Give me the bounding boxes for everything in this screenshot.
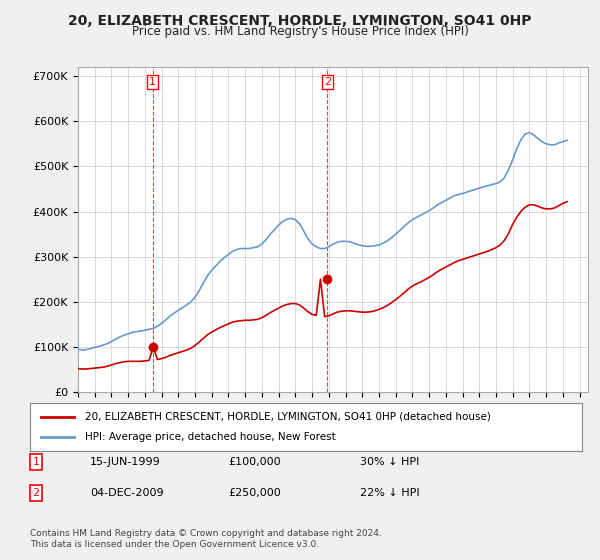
Text: 1: 1	[149, 77, 156, 87]
Text: HPI: Average price, detached house, New Forest: HPI: Average price, detached house, New …	[85, 432, 336, 442]
Text: 04-DEC-2009: 04-DEC-2009	[90, 488, 164, 498]
Text: Price paid vs. HM Land Registry's House Price Index (HPI): Price paid vs. HM Land Registry's House …	[131, 25, 469, 38]
Text: £100,000: £100,000	[228, 457, 281, 467]
Text: 2: 2	[32, 488, 40, 498]
Text: 30% ↓ HPI: 30% ↓ HPI	[360, 457, 419, 467]
Text: 2: 2	[324, 77, 331, 87]
Text: Contains HM Land Registry data © Crown copyright and database right 2024.
This d: Contains HM Land Registry data © Crown c…	[30, 529, 382, 549]
Text: 22% ↓ HPI: 22% ↓ HPI	[360, 488, 419, 498]
Text: 20, ELIZABETH CRESCENT, HORDLE, LYMINGTON, SO41 0HP: 20, ELIZABETH CRESCENT, HORDLE, LYMINGTO…	[68, 14, 532, 28]
Text: £250,000: £250,000	[228, 488, 281, 498]
Text: 15-JUN-1999: 15-JUN-1999	[90, 457, 161, 467]
Text: 1: 1	[32, 457, 40, 467]
Text: 20, ELIZABETH CRESCENT, HORDLE, LYMINGTON, SO41 0HP (detached house): 20, ELIZABETH CRESCENT, HORDLE, LYMINGTO…	[85, 412, 491, 422]
